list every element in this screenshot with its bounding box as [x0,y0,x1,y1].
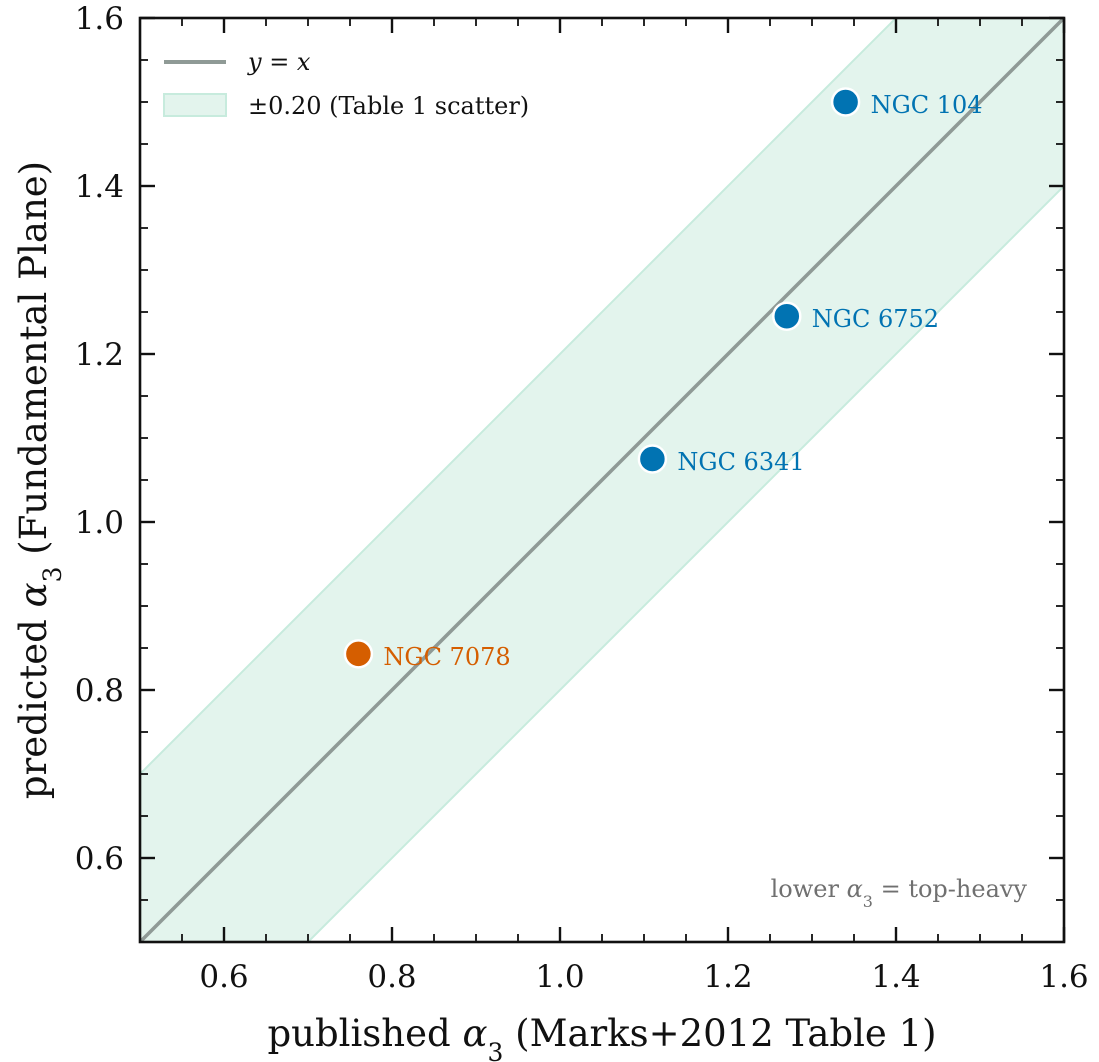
scatter-band-lower-edge [306,185,1064,942]
data-point [343,639,374,669]
y-tick-label: 0.8 [75,673,124,709]
x-tick-labels: 0.6 0.8 1.0 1.2 1.4 1.6 [199,959,1088,995]
data-point [637,444,668,474]
legend-identity-label: y = x [247,48,311,76]
x-axis-label: published α3 (Marks+2012 Table 1) [267,1012,936,1062]
legend-band-label: ±0.20 (Table 1 scatter) [248,92,529,120]
y-tick-label: 0.6 [75,841,124,877]
y-tick-label: 1.4 [75,169,124,205]
data-point [772,301,802,331]
annotation-text: lower α3 = top-heavy [771,875,1028,911]
y-tick-label: 1.2 [75,337,124,373]
plot-frame [138,16,1066,944]
identity-line [140,18,1064,942]
y-axis-label: predicted α3 (Fundamental Plane) [12,161,67,799]
data-point [830,87,861,117]
data-point-label: NGC 6341 [677,448,804,476]
legend: y = x ±0.20 (Table 1 scatter) [163,48,529,120]
scatter-band-upper-edge [140,18,898,775]
x-tick-label: 1.0 [535,959,584,995]
x-tick-label: 0.8 [367,959,416,995]
x-tick-label: 1.4 [871,959,920,995]
y-tick-label: 1.0 [75,505,124,541]
x-tick-label: 0.6 [199,959,248,995]
axis-ticks [139,16,1066,943]
x-tick-label: 1.6 [1039,959,1088,995]
y-tick-label: 1.6 [75,1,124,37]
legend-band-swatch [163,93,227,117]
x-tick-label: 1.2 [703,959,752,995]
data-point-label: NGC 104 [871,91,983,119]
data-points: NGC 104 NGC 6752 NGC 6341 NGC 7078 [343,87,983,671]
y-tick-labels: 0.6 0.8 1.0 1.2 1.4 1.6 [75,1,124,877]
data-point-label: NGC 7078 [383,643,510,671]
data-point-label: NGC 6752 [812,305,939,333]
